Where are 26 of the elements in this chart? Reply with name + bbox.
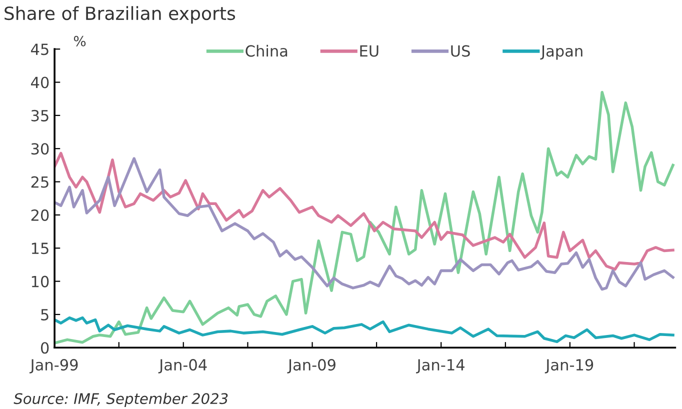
line-series [54,157,674,291]
x-tick-label: Jan-19 [544,359,594,374]
y-tick-label: 20 [31,209,49,221]
legend-label: China [246,44,288,57]
y-tick-label: 5 [41,309,48,320]
source-note: Source: IMF, September 2023 [14,392,228,407]
x-tick-label: Jan-04 [158,359,207,374]
line-series [54,90,674,344]
line-series [54,152,674,271]
y-tick-label: 45 [31,44,48,56]
x-tick-label: Jan-99 [30,359,78,374]
y-tick-label: 10 [32,276,49,288]
legend-label: EU [360,45,378,57]
y-tick-label: 40 [31,76,49,88]
y-axis-title: % [74,36,86,46]
y-tick-label: 30 [31,143,49,155]
y-tick-label: 15 [32,242,48,254]
y-tick-label: 35 [31,110,48,122]
x-tick-label: Jan-14 [416,359,464,374]
y-tick-label: 25 [31,176,48,188]
y-tick-label: 0 [40,342,49,354]
x-tick-label: Jan-09 [287,359,336,374]
legend-label: Japan [540,45,582,60]
line-series [54,316,674,344]
legend-label: US [451,45,470,57]
chart-title: Share of Brazilian exports [4,6,236,24]
